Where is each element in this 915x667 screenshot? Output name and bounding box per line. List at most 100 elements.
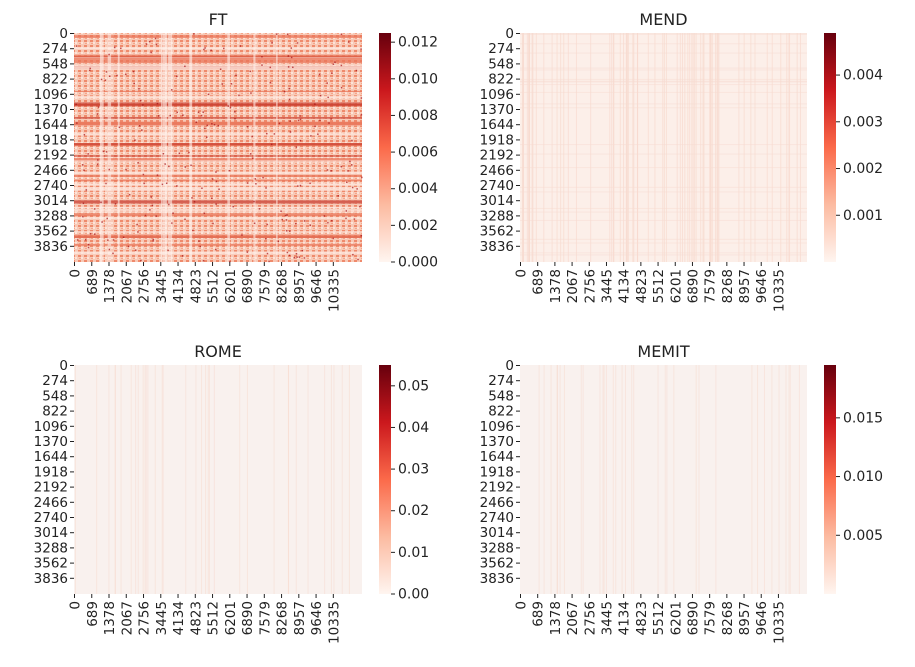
heatmap-col-band [117,33,120,262]
heatmap-cell [255,183,257,185]
heatmap-row-band [74,234,362,238]
heatmap-cell [193,200,196,203]
heatmap-cell [299,184,302,187]
heatmap-row-band [74,158,362,162]
heatmap-col-band [543,365,545,594]
heatmap-col-band [702,33,704,262]
y-tick-label: 1918 [34,464,68,480]
heatmap-col-band [227,33,230,262]
heatmap-col-band [750,33,752,262]
y-tick-label: 1370 [34,102,68,118]
x-tick-label: 1378 [102,601,118,635]
y-tick-label: 1370 [480,434,514,450]
heatmap-cell [184,65,186,68]
heatmap-col-band [341,365,343,594]
x-tick-label: 0 [514,601,530,610]
heatmap-col-band [627,33,629,262]
heatmap-cell [145,43,148,45]
heatmap-cell [332,237,335,240]
heatmap-col-band [633,365,635,594]
heatmap-cell [122,236,125,239]
heatmap-cell [330,170,332,172]
heatmap-cell [82,215,84,218]
heatmap-row-band [74,179,362,182]
x-tick-label: 6201 [223,269,239,303]
heatmap-cell [357,258,359,261]
heatmap-col-band [673,365,675,594]
heatmap-row-band [520,144,807,146]
heatmap-cell [290,47,293,49]
heatmap-cell [82,164,84,166]
heatmap-cell [171,222,173,224]
colorbar-tick-label: 0.010 [398,71,438,87]
heatmap-cell [268,260,270,263]
colorbar-tick-label: 0.003 [843,114,883,130]
heatmap-cell [97,159,99,161]
heatmap-cell [149,209,151,211]
y-tick-label: 2192 [34,148,68,164]
heatmap-cell [345,210,348,212]
heatmap-area [520,365,807,594]
heatmap-cell [93,208,96,210]
heatmap-cell [297,185,299,187]
heatmap-cell [197,111,200,114]
heatmap-cell [266,223,268,226]
heatmap-col-band [710,33,712,262]
heatmap-cell [326,169,329,171]
heatmap-col-band [590,33,592,262]
x-tick-label: 10335 [771,601,787,644]
heatmap-cell [351,139,353,142]
heatmap-cell [347,170,349,172]
heatmap-col-band [107,33,112,262]
heatmap-col-band [631,365,633,594]
y-tick-label: 1918 [34,132,68,148]
heatmap-cell [334,61,336,63]
x-tick-label: 10335 [771,269,787,312]
heatmap-cell [360,234,363,237]
heatmap-cell [113,46,116,49]
heatmap-row-band [520,219,807,221]
colorbar-tick-label: 0.006 [398,145,438,161]
heatmap-row-band [520,80,807,82]
heatmap-cell [102,150,105,153]
x-tick-label: 2067 [119,601,135,635]
x-tick-label: 4134 [617,601,633,635]
heatmap-cell [261,56,263,58]
heatmap-cell [82,202,85,205]
heatmap-cell [97,106,100,108]
heatmap-cell [200,114,203,117]
heatmap-row-band [520,242,807,244]
heatmap-cell [120,47,122,50]
heatmap-cell [141,129,143,131]
heatmap-cell [89,232,92,235]
heatmap-cell [164,163,166,165]
heatmap-cell [254,178,257,180]
x-tick-label: 3445 [599,601,615,635]
heatmap-col-band [611,33,613,262]
heatmap-cell [182,114,184,116]
y-tick-label: 2740 [480,510,514,526]
heatmap-cell [331,72,333,74]
y-tick-label: 1096 [480,87,514,103]
heatmap-cell [75,103,77,106]
heatmap-col-band [780,33,782,262]
x-tick-label: 689 [531,269,547,295]
heatmap-cell [246,126,249,128]
heatmap-cell [199,245,202,248]
x-tick-label: 2756 [582,269,598,303]
heatmap-col-band [657,365,659,594]
heatmap-cell [326,82,328,84]
heatmap-row-band [74,90,362,93]
heatmap-cell [281,218,284,221]
x-tick-label: 0 [68,601,84,610]
colorbar-tick-label: 0.004 [398,181,438,197]
y-tick-label: 548 [42,56,68,72]
heatmap-cell [191,197,193,199]
heatmap-col-band [142,365,144,594]
heatmap-row-band [74,35,362,38]
heatmap-col-band [662,33,664,262]
heatmap-row-band [520,167,807,169]
heatmap-cell [299,139,302,142]
heatmap-cell [356,188,358,190]
heatmap-cell [249,70,252,73]
